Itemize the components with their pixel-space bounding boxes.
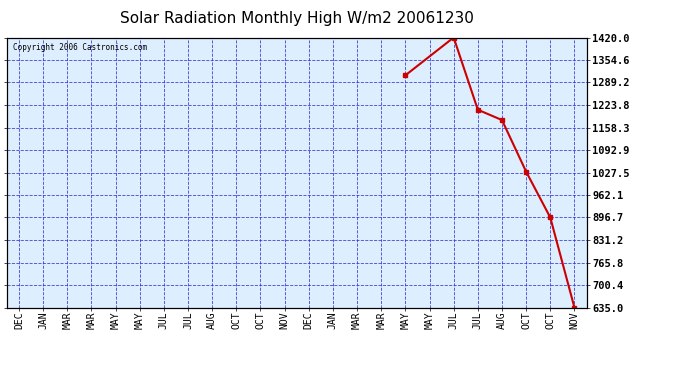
Text: Solar Radiation Monthly High W/m2 20061230: Solar Radiation Monthly High W/m2 200612…	[120, 11, 473, 26]
Text: Copyright 2006 Castronics.com: Copyright 2006 Castronics.com	[12, 43, 147, 52]
